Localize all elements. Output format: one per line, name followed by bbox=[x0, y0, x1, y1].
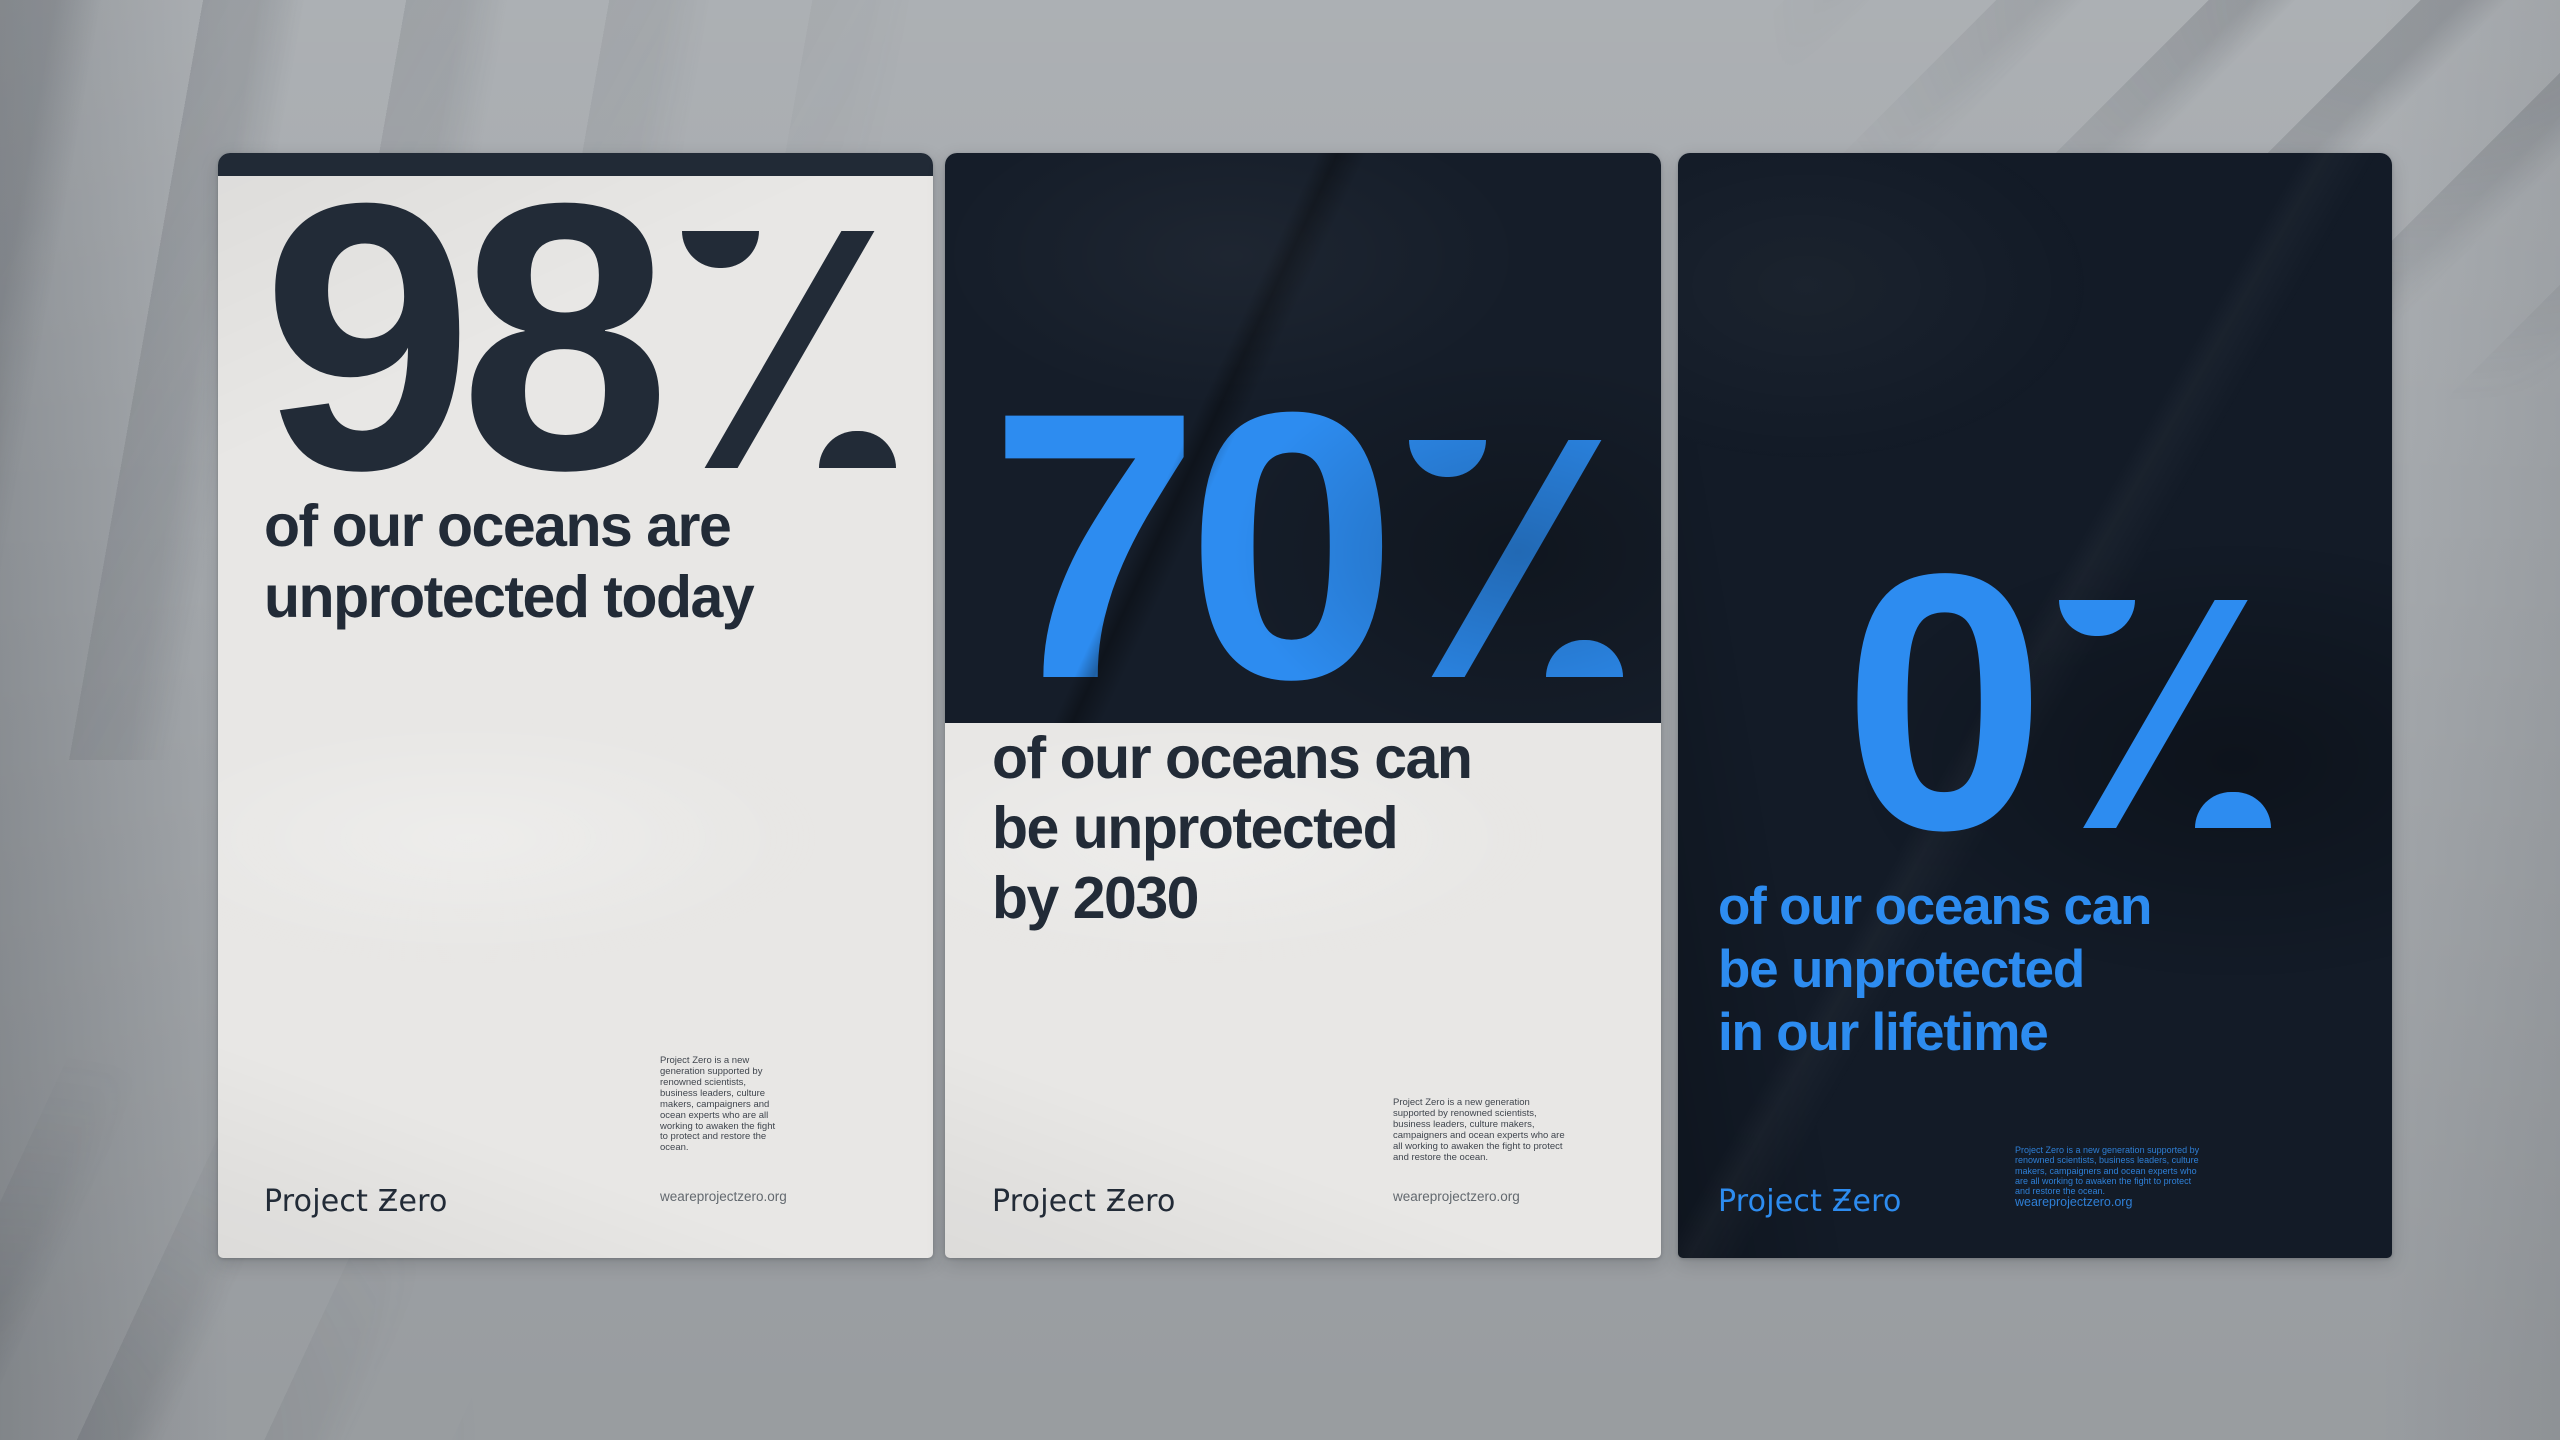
percent-bottom-bowl bbox=[1545, 639, 1624, 677]
poster-98-percent: 98 of our oceans are unprotected today P… bbox=[218, 147, 933, 1258]
project-zero-logo: Project Ƶero bbox=[264, 1184, 448, 1219]
website-url: weareprojectzero.org bbox=[1393, 1189, 1520, 1204]
poster-headline: of our oceans can be unprotected by 2030 bbox=[992, 725, 1473, 932]
poster-top-panel: 70 bbox=[945, 153, 1661, 723]
stat-digits: 98 bbox=[262, 124, 671, 549]
poster-top-bar bbox=[218, 153, 933, 176]
poster-headline: of our oceans can be unprotected in our … bbox=[1718, 877, 2152, 1063]
stat-number: 0 bbox=[1843, 520, 2272, 885]
percent-icon bbox=[2052, 598, 2272, 828]
percent-icon bbox=[676, 229, 897, 468]
about-text: Project Zero is a new generation support… bbox=[2015, 1145, 2200, 1197]
percent-top-bowl bbox=[2058, 600, 2136, 636]
poster-0-percent: 0 of our oceans can be unprotected in ou… bbox=[1678, 153, 2392, 1258]
percent-icon bbox=[1403, 438, 1624, 677]
poster-70-percent: 70 of our oceans can be unprotected by 2… bbox=[945, 153, 1661, 1258]
project-zero-logo: Project Ƶero bbox=[992, 1184, 1176, 1219]
about-text: Project Zero is a new generation support… bbox=[660, 1055, 776, 1154]
about-text: Project Zero is a new generation support… bbox=[1393, 1097, 1565, 1163]
stat-digits: 70 bbox=[989, 333, 1398, 724]
percent-top-bowl bbox=[682, 231, 760, 269]
stat-number: 98 bbox=[262, 147, 897, 527]
percent-top-bowl bbox=[1409, 440, 1487, 478]
poster-headline: of our oceans are unprotected today bbox=[264, 493, 755, 631]
stat-digits: 0 bbox=[1843, 499, 2046, 906]
percent-bottom-bowl bbox=[818, 430, 897, 468]
percent-bottom-bowl bbox=[2194, 792, 2272, 828]
website-url: weareprojectzero.org bbox=[2015, 1195, 2133, 1209]
project-zero-logo: Project Ƶero bbox=[1718, 1184, 1902, 1219]
stat-number: 70 bbox=[989, 356, 1624, 723]
website-url: weareprojectzero.org bbox=[660, 1189, 787, 1204]
